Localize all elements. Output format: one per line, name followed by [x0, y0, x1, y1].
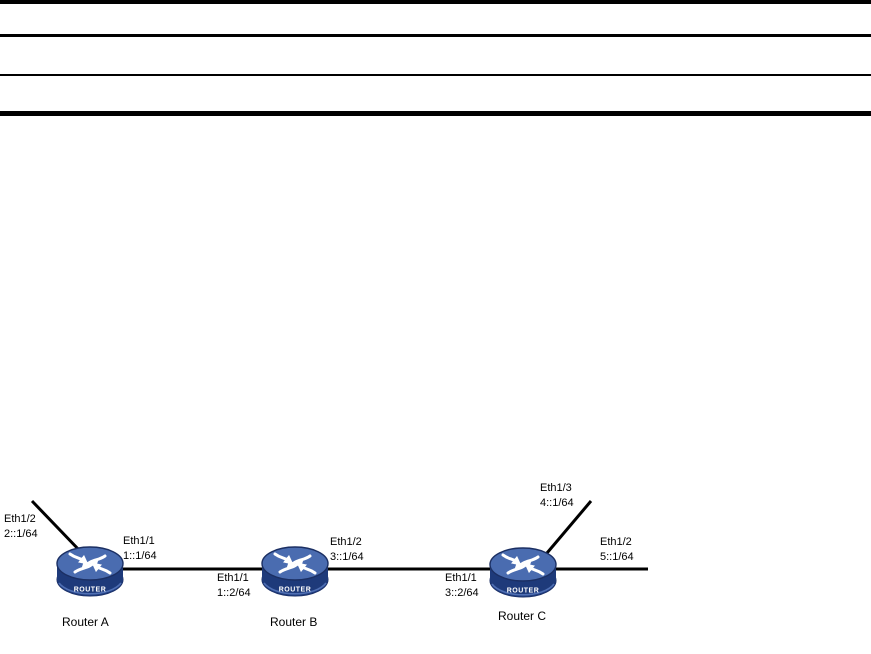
interface-label-router-b-eth1-1: Eth1/1 1::2/64 — [217, 571, 251, 601]
interface-address: 3::1/64 — [330, 551, 364, 563]
router-b-icon — [261, 545, 329, 597]
router-a-label: Router A — [62, 615, 109, 629]
interface-address: 1::2/64 — [217, 587, 251, 599]
link-stub-router-c-eth1-3 — [545, 500, 593, 554]
header-rule-bottom — [0, 111, 871, 116]
header-rule-top — [0, 0, 871, 4]
interface-label-router-a-eth1-1: Eth1/1 1::1/64 — [123, 534, 157, 564]
interface-port: Eth1/1 — [217, 572, 249, 584]
interface-port: Eth1/1 — [445, 572, 477, 584]
interface-address: 2::1/64 — [4, 528, 38, 540]
interface-port: Eth1/2 — [4, 513, 36, 525]
interface-port: Eth1/3 — [540, 482, 572, 494]
interface-port: Eth1/2 — [330, 536, 362, 548]
interface-address: 1::1/64 — [123, 550, 157, 562]
interface-address: 4::1/64 — [540, 497, 574, 509]
router-c-label: Router C — [498, 609, 547, 623]
interface-label-router-c-eth1-2: Eth1/2 5::1/64 — [600, 535, 634, 565]
interface-label-router-b-eth1-2: Eth1/2 3::1/64 — [330, 535, 364, 565]
interface-port: Eth1/1 — [123, 535, 155, 547]
interface-label-router-c-eth1-3: Eth1/3 4::1/64 — [540, 481, 574, 511]
router-a-icon — [56, 545, 124, 597]
router-c-icon — [489, 546, 557, 598]
interface-address: 3::2/64 — [445, 587, 479, 599]
link-stub-router-a-eth1-2 — [30, 499, 83, 554]
interface-port: Eth1/2 — [600, 536, 632, 548]
interface-label-router-c-eth1-1: Eth1/1 3::2/64 — [445, 571, 479, 601]
router-b-label: Router B — [270, 615, 318, 629]
header-rule-third — [0, 74, 871, 76]
interface-label-router-a-eth1-2: Eth1/2 2::1/64 — [4, 512, 38, 542]
interface-address: 5::1/64 — [600, 551, 634, 563]
header-rule-second — [0, 34, 871, 37]
